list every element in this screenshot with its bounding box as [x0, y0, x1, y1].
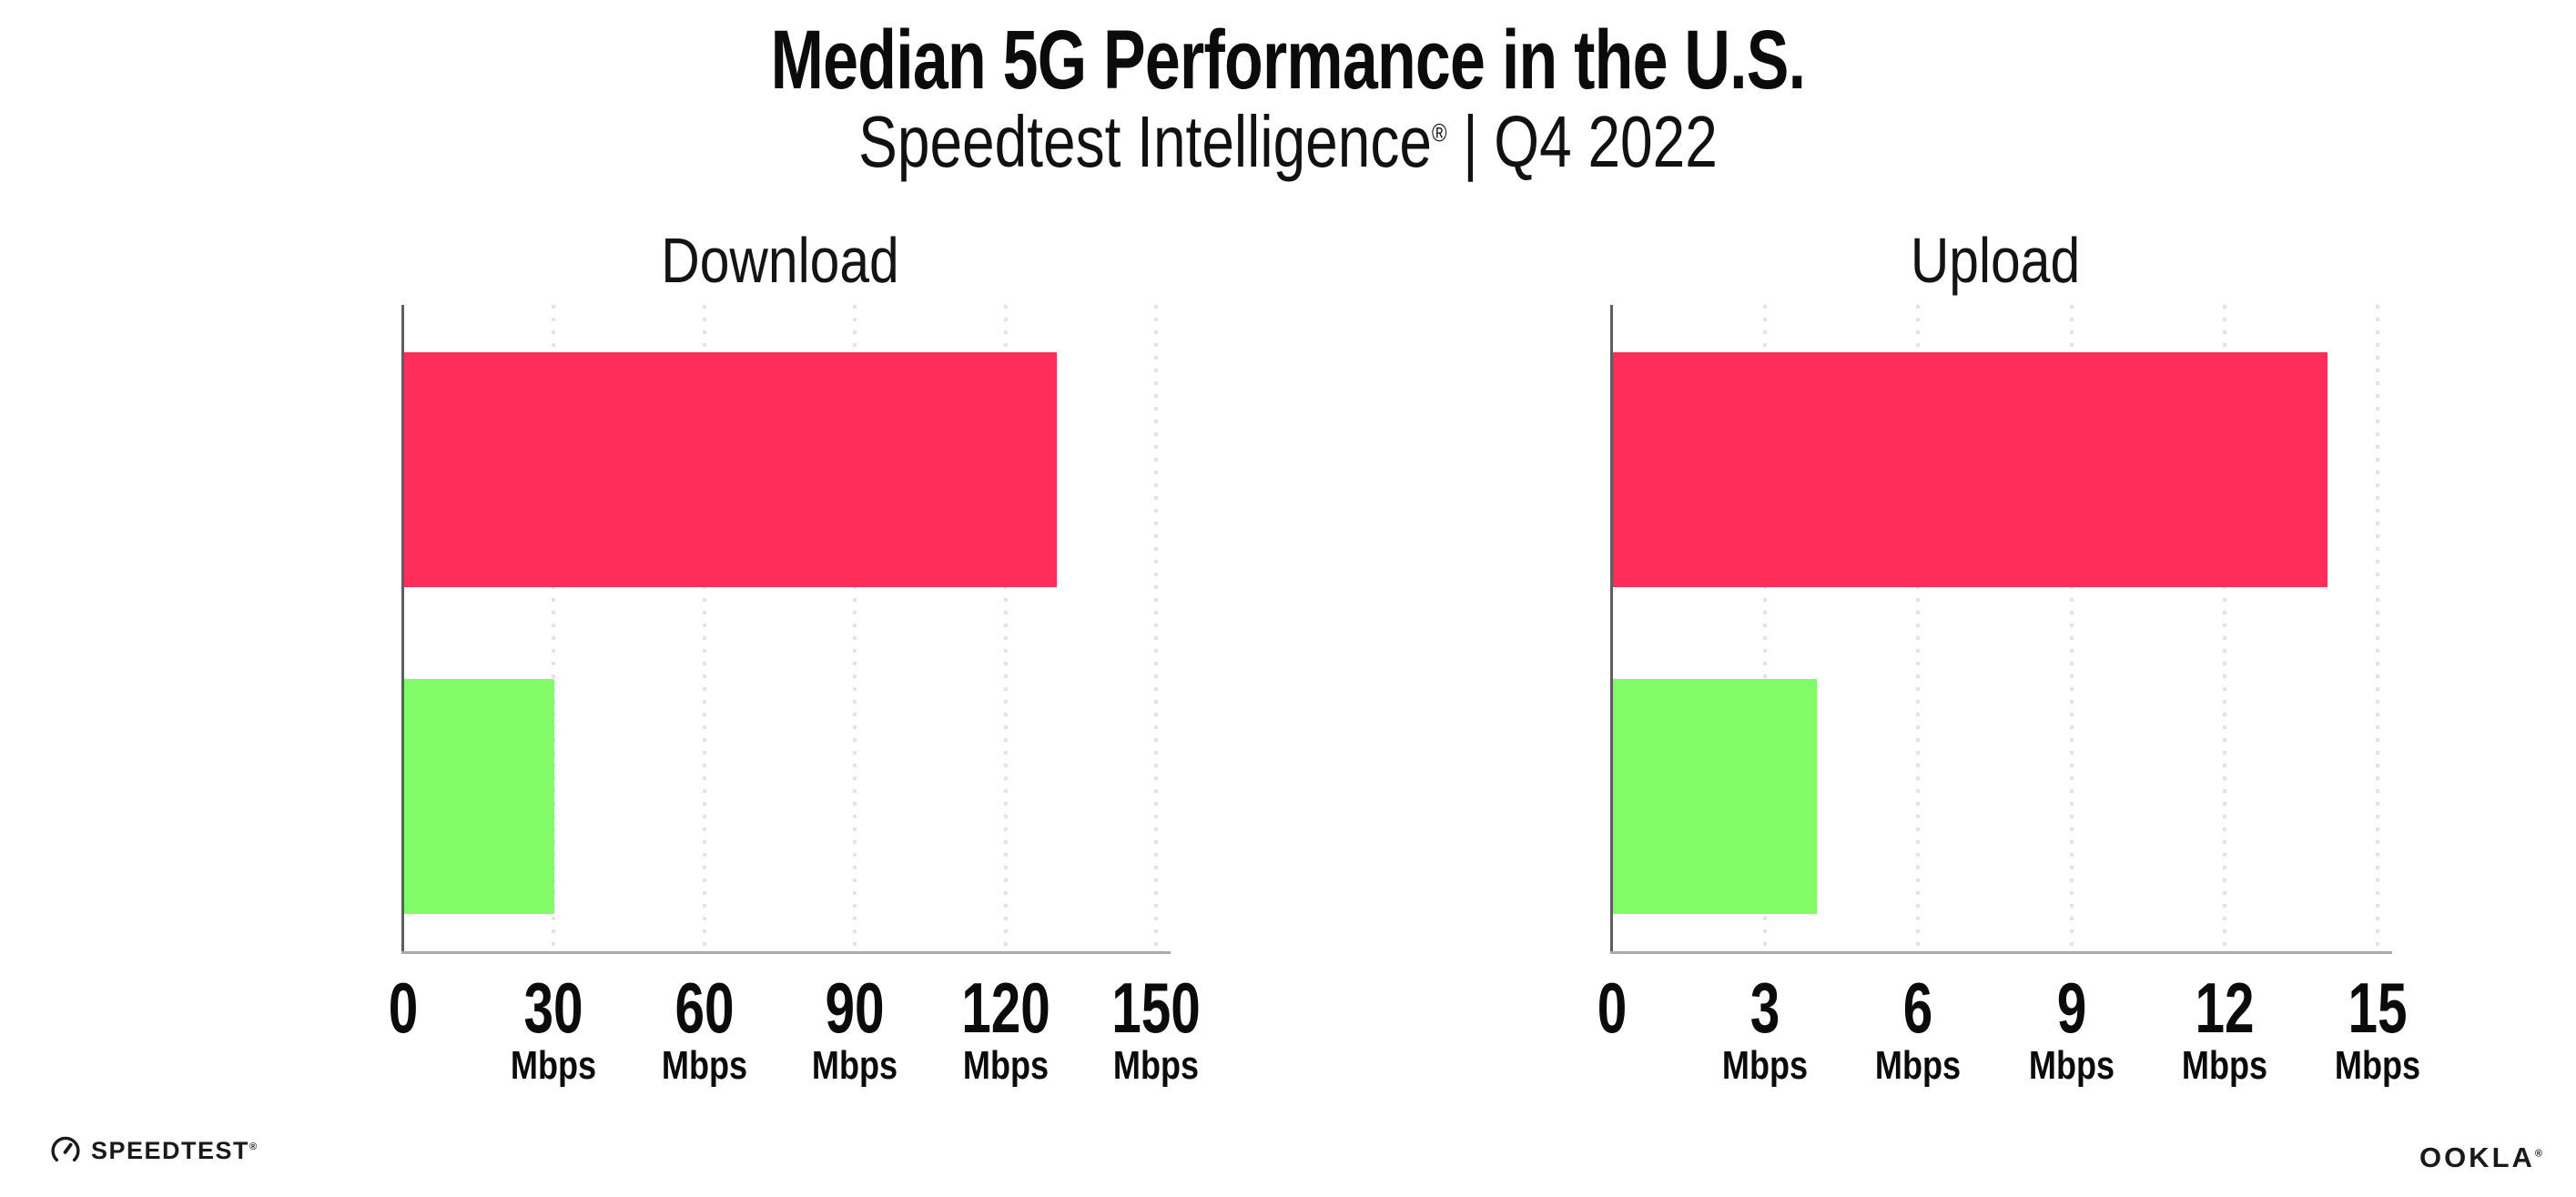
tick-unit-15: Mbps	[2334, 1043, 2421, 1088]
speedtest-wordmark: SPEEDTEST®	[91, 1136, 259, 1164]
tick-unit-12: Mbps	[2181, 1043, 2267, 1088]
gridline-60-mbps	[702, 305, 706, 951]
bar-5g-upload	[1613, 352, 2328, 587]
tick-unit-150: Mbps	[1112, 1043, 1200, 1088]
gridline-120-mbps	[1003, 305, 1008, 951]
chart-title-upload: Upload	[1910, 225, 2080, 296]
ookla-wordmark: OOKLA®	[2419, 1141, 2545, 1173]
tick-label-90: 90	[825, 968, 885, 1048]
gridline-9-mbps	[2069, 305, 2074, 951]
ookla-trademark-symbol: ®	[2534, 1148, 2545, 1160]
page-title: Median 5G Performance in the U.S.	[770, 14, 1806, 107]
chart-title-download: Download	[660, 225, 899, 296]
tick-unit-6: Mbps	[1875, 1043, 1962, 1088]
tick-label-3: 3	[1749, 968, 1780, 1048]
tick-unit-30: Mbps	[511, 1043, 597, 1088]
bar-4g-lte-download	[404, 679, 554, 914]
bar-4g-lte-upload	[1613, 679, 1817, 914]
tick-unit-120: Mbps	[962, 1043, 1049, 1088]
y-axis-upload	[1610, 305, 1613, 953]
speedtest-trademark-symbol: ®	[249, 1141, 259, 1152]
gridline-3-mbps	[1763, 305, 1768, 951]
tick-unit-3: Mbps	[1722, 1043, 1809, 1088]
tick-label-15: 15	[2348, 968, 2408, 1048]
bar-5g-download	[404, 352, 1057, 587]
subtitle-period: Q4 2022	[1494, 101, 1718, 182]
tick-unit-9: Mbps	[2028, 1043, 2115, 1088]
subtitle-separator: |	[1463, 101, 1478, 182]
tick-label-6: 6	[1903, 968, 1933, 1048]
y-axis-download	[401, 305, 404, 953]
tick-label-150: 150	[1111, 968, 1201, 1048]
gauge-icon	[49, 1134, 82, 1167]
speedtest-logo: SPEEDTEST®	[49, 1134, 259, 1167]
tick-label-120: 120	[960, 968, 1050, 1048]
x-axis-upload	[1610, 951, 2392, 954]
tick-unit-60: Mbps	[661, 1043, 747, 1088]
x-axis-download	[401, 951, 1171, 954]
tick-label-60: 60	[674, 968, 735, 1048]
gridline-6-mbps	[1916, 305, 1921, 951]
gridline-15-mbps	[2376, 305, 2379, 951]
gridline-150-mbps	[1154, 305, 1158, 951]
gridline-12-mbps	[2222, 305, 2226, 951]
tick-label-9: 9	[2056, 968, 2086, 1048]
subtitle-brand: Speedtest Intelligence	[858, 101, 1432, 182]
gridline-90-mbps	[853, 305, 857, 951]
gridline-30-mbps	[552, 305, 556, 951]
registered-trademark-symbol: ®	[1431, 118, 1447, 147]
ookla-logo: OOKLA®	[2419, 1141, 2545, 1174]
tick-label-0: 0	[388, 968, 419, 1048]
tick-label-12: 12	[2195, 968, 2255, 1048]
tick-unit-90: Mbps	[812, 1043, 898, 1088]
subtitle: Speedtest Intelligence® | Q4 2022	[858, 100, 1718, 184]
tick-label-30: 30	[523, 968, 583, 1048]
tick-label-0: 0	[1597, 968, 1628, 1048]
